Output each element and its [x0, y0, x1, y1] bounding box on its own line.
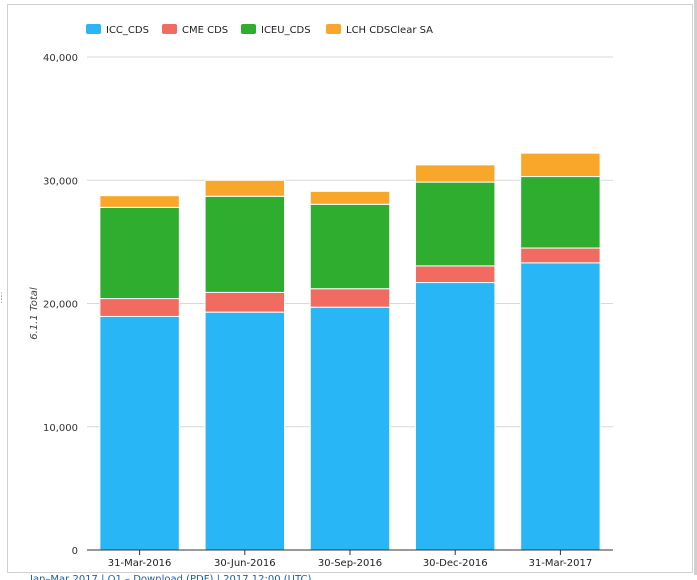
bar-segment-iceu-cds	[309, 203, 391, 290]
bar-segment-icc-cds	[99, 315, 180, 551]
panel-scrollbar[interactable]	[694, 0, 697, 575]
legend-swatch	[86, 24, 101, 34]
bar-segment-cme-cds	[309, 288, 391, 308]
legend-label: LCH CDSClear SA	[346, 25, 433, 36]
bar-segment-lch-cdsclear-sa	[520, 152, 601, 178]
x-tick-label: 31-Mar-2016	[108, 558, 172, 569]
bar-segment-cme-cds	[520, 247, 601, 264]
bar-segment-cme-cds	[99, 298, 180, 317]
y-tick-label: 40,000	[43, 53, 78, 64]
y-tick-label: 10,000	[43, 423, 78, 434]
x-tick-label: 30-Jun-2016	[214, 558, 276, 569]
y-tick-label: 20,000	[43, 300, 78, 311]
legend-item: ICEU_CDS	[241, 24, 311, 36]
chart-legend: ICC_CDS CME CDS ICEU_CDS LCH CDSClear SA	[86, 24, 433, 36]
bar-segment-lch-cdsclear-sa	[414, 164, 496, 183]
legend-label: ICEU_CDS	[261, 25, 311, 36]
legend-swatch	[162, 24, 177, 34]
bars	[99, 152, 601, 551]
bar-segment-lch-cdsclear-sa	[309, 190, 391, 205]
y-axis-ticks: 0 10,000 20,000 30,000 40,000	[43, 53, 78, 557]
bar-segment-icc-cds	[309, 306, 391, 551]
legend-label: CME CDS	[182, 25, 228, 36]
bar-segment-icc-cds	[204, 311, 286, 551]
y-tick-label: 30,000	[43, 176, 78, 187]
legend-item: LCH CDSClear SA	[326, 24, 433, 36]
legend-swatch	[326, 24, 341, 34]
x-tick-label: 30-Dec-2016	[423, 558, 488, 569]
legend-item: ICC_CDS	[86, 24, 149, 36]
bar-segment-iceu-cds	[520, 176, 601, 249]
resize-handle-icon[interactable]: :::	[0, 290, 3, 306]
bar-segment-lch-cdsclear-sa	[99, 195, 180, 208]
legend-swatch	[241, 24, 256, 34]
bar-segment-iceu-cds	[414, 181, 496, 267]
bar-segment-icc-cds	[414, 282, 496, 551]
bar-segment-iceu-cds	[99, 206, 180, 300]
x-tick-label: 30-Sep-2016	[318, 558, 382, 569]
bar-segment-icc-cds	[520, 262, 601, 551]
y-axis-label: 6.1.1 Total	[29, 287, 40, 340]
legend-label: ICC_CDS	[106, 25, 149, 36]
bar-segment-lch-cdsclear-sa	[204, 179, 286, 197]
y-tick-label: 0	[72, 546, 78, 557]
legend-item: CME CDS	[162, 24, 228, 36]
footer-link[interactable]: Jan–Mar 2017 | Q1 – Download (PDF) | 201…	[30, 574, 312, 580]
x-tick-label: 31-Mar-2017	[529, 558, 593, 569]
x-axis-ticks: 31-Mar-2016 30-Jun-2016 30-Sep-2016 30-Dec-…	[108, 550, 592, 569]
bar-segment-cme-cds	[204, 291, 286, 313]
bar-segment-iceu-cds	[204, 195, 286, 293]
bar-segment-cme-cds	[414, 265, 496, 284]
